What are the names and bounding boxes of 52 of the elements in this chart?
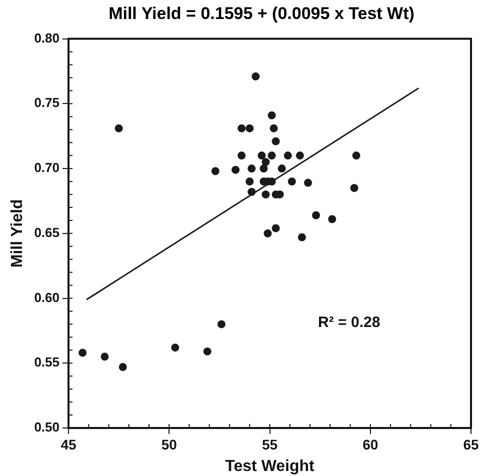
x-tick-label: 50 (161, 436, 178, 452)
y-tick-label: 0.50 (34, 420, 60, 435)
point (350, 184, 358, 192)
y-tick-label: 0.55 (34, 354, 60, 370)
point (312, 211, 320, 220)
point (268, 111, 276, 120)
point (248, 164, 256, 173)
point (100, 352, 109, 361)
point (278, 164, 286, 173)
point (264, 229, 272, 238)
point (238, 152, 246, 160)
point (248, 188, 256, 196)
point (246, 178, 254, 186)
y-tick-label: 0.70 (34, 160, 60, 176)
point (298, 233, 306, 242)
y-tick-label: 0.80 (34, 30, 60, 46)
x-axis-title: Test Weight (225, 458, 316, 475)
y-axis-title: Mill Yield (9, 199, 26, 268)
point (260, 164, 268, 173)
y-tick-label: 0.60 (34, 290, 60, 305)
point (232, 166, 240, 174)
point (262, 190, 270, 198)
point (328, 215, 336, 224)
point (268, 152, 276, 160)
point (272, 137, 280, 146)
chart-title: Mill Yield = 0.1595 + (0.0095 x Test Wt) (108, 4, 416, 24)
point (171, 344, 180, 352)
point (78, 348, 87, 357)
point (258, 152, 266, 160)
point (272, 224, 280, 232)
x-tick-label: 65 (463, 436, 479, 452)
point (262, 158, 270, 166)
x-tick-label: 60 (362, 436, 378, 452)
x-tick-label: 45 (60, 436, 76, 452)
point (284, 152, 292, 160)
point (296, 152, 304, 160)
point (114, 124, 123, 132)
y-tick-label: 0.65 (34, 224, 60, 240)
point (118, 363, 127, 372)
x-tick-label: 55 (262, 436, 278, 452)
point (246, 124, 254, 132)
point (288, 178, 296, 186)
point (270, 124, 278, 132)
point (217, 320, 226, 328)
point (203, 347, 212, 356)
point (304, 178, 312, 187)
annotation: R² = 0.28 (318, 314, 380, 331)
point (211, 167, 220, 176)
y-tick-label: 0.75 (34, 95, 60, 110)
point (252, 72, 260, 80)
point (238, 124, 246, 132)
point (352, 152, 360, 160)
